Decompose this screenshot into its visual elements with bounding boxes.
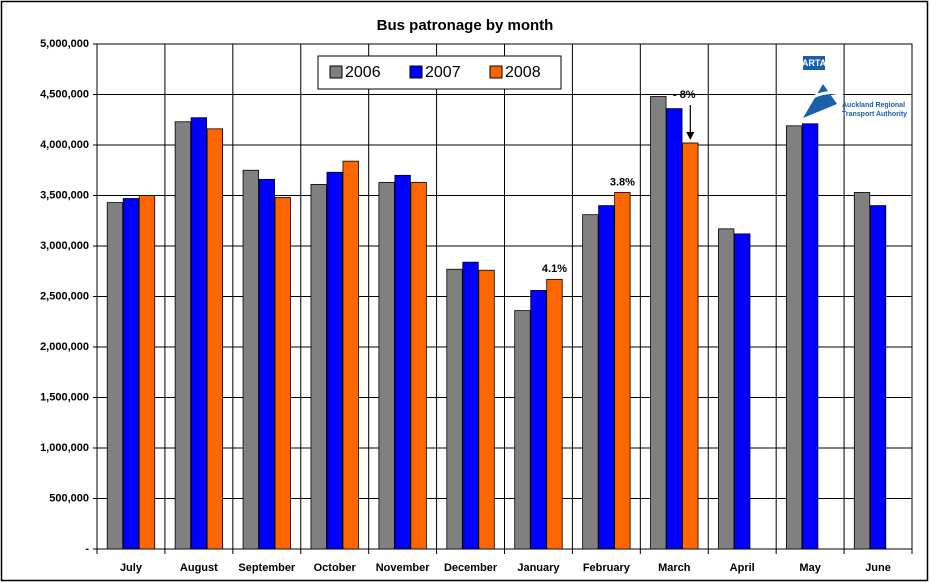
y-tick-label: 2,500,000 — [40, 290, 89, 302]
logo-name: ARTA — [802, 58, 827, 68]
bar — [682, 142, 699, 550]
bar — [514, 310, 531, 550]
legend-label: 2008 — [505, 64, 541, 81]
bar — [546, 278, 563, 550]
x-tick-label: May — [799, 562, 821, 574]
legend-swatch — [489, 65, 503, 79]
bar — [378, 181, 395, 550]
bar — [174, 121, 192, 550]
x-tick-label: November — [376, 562, 431, 574]
legend-box — [317, 55, 562, 90]
y-tick-label: 4,000,000 — [40, 139, 89, 151]
bar — [462, 261, 479, 550]
x-tick-label: April — [730, 562, 755, 574]
bar — [650, 96, 667, 550]
bar — [410, 181, 427, 550]
bar — [614, 192, 631, 550]
y-tick-label: - — [85, 543, 89, 555]
bar — [122, 198, 140, 550]
bar — [530, 290, 547, 550]
bar — [106, 202, 124, 550]
legend-swatch — [409, 65, 423, 79]
bar — [734, 233, 751, 550]
bar — [718, 228, 735, 550]
annotation: 3.8% — [610, 176, 635, 188]
legend-label: 2007 — [425, 64, 461, 81]
bar — [666, 108, 683, 550]
y-tick-label: 4,500,000 — [40, 88, 89, 100]
bar — [190, 117, 208, 550]
x-tick-label: June — [865, 562, 891, 574]
logo-swoosh — [798, 91, 844, 108]
bar — [801, 123, 819, 550]
legend-swatch — [329, 65, 343, 79]
x-tick-label: March — [658, 562, 691, 574]
chart-title: Bus patronage by month — [377, 17, 554, 34]
bar — [138, 195, 156, 550]
bar — [242, 169, 259, 550]
bar — [582, 214, 599, 550]
y-tick-label: 3,500,000 — [40, 189, 89, 201]
y-tick-label: 1,000,000 — [40, 442, 89, 454]
x-tick-label: August — [180, 562, 218, 574]
annotation: - 8% — [673, 89, 696, 101]
y-tick-label: 5,000,000 — [40, 38, 89, 50]
bar — [478, 269, 495, 550]
bar — [310, 183, 327, 550]
annotation-arrowhead — [686, 131, 695, 140]
x-tick-label: September — [238, 562, 296, 574]
y-tick-label: 500,000 — [49, 492, 89, 504]
bar — [785, 125, 803, 550]
logo-badge — [803, 56, 825, 70]
bar — [446, 268, 463, 550]
logo-text: Transport Authority — [842, 111, 907, 118]
bar — [598, 205, 615, 550]
y-tick-label: 1,500,000 — [40, 391, 89, 403]
bar — [853, 192, 871, 550]
bar — [274, 197, 291, 550]
x-tick-label: January — [517, 562, 560, 574]
y-tick-label: 3,000,000 — [40, 240, 89, 252]
bar — [342, 160, 359, 550]
y-tick-label: 2,000,000 — [40, 341, 89, 353]
bar — [206, 128, 224, 550]
legend-label: 2006 — [345, 64, 381, 81]
bar — [394, 174, 411, 550]
annotation: 4.1% — [542, 263, 567, 275]
bar — [326, 171, 343, 550]
bar — [258, 178, 275, 550]
x-tick-label: July — [120, 562, 143, 574]
x-tick-label: October — [314, 562, 357, 574]
logo-text: Auckland Regional — [842, 102, 905, 109]
x-tick-label: December — [444, 562, 498, 574]
bar — [869, 205, 887, 550]
x-tick-label: February — [583, 562, 631, 574]
